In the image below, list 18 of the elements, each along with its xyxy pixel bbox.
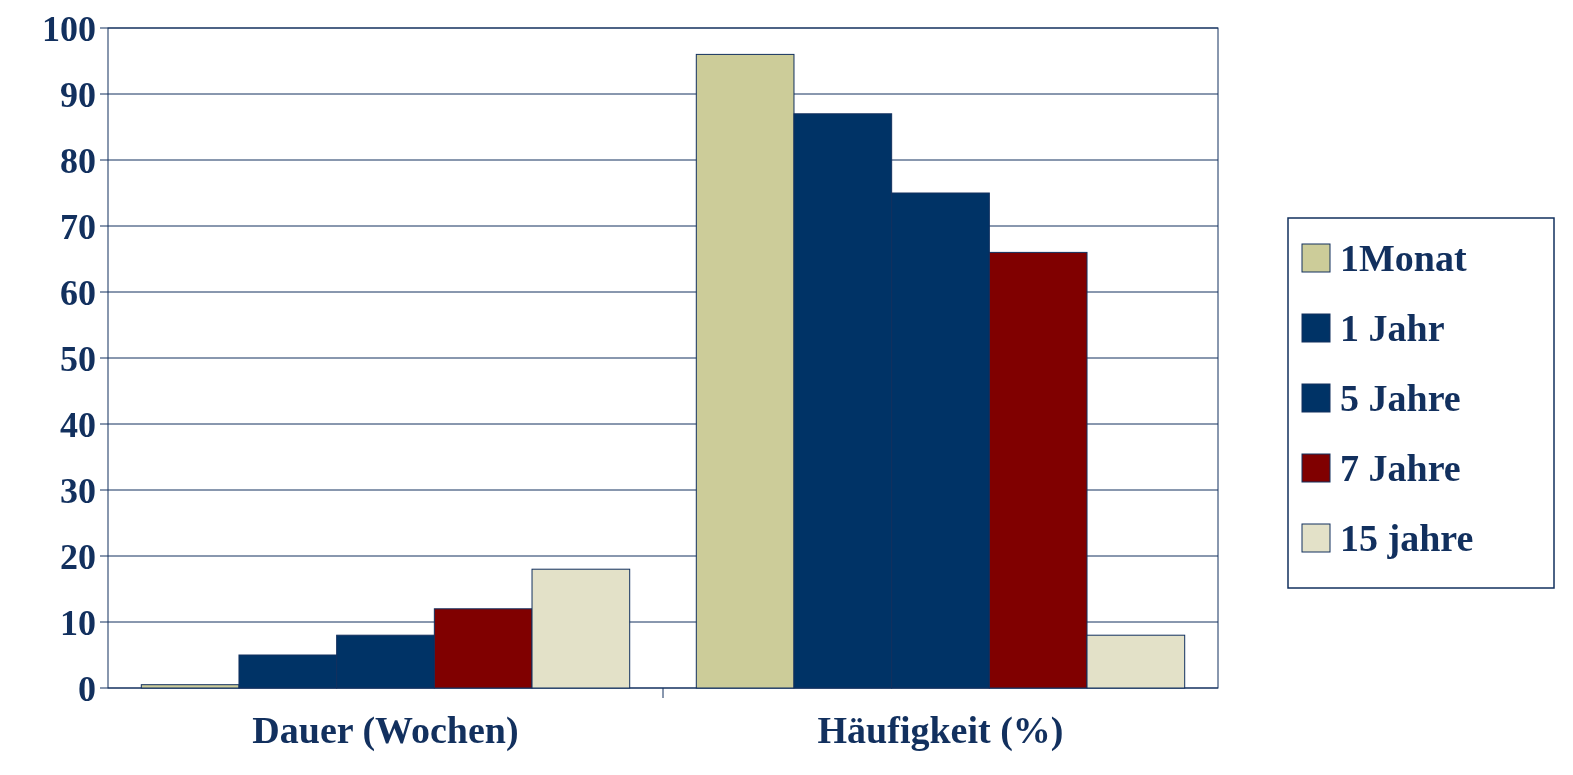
x-tick-label: Häufigkeit (%) xyxy=(817,709,1064,752)
y-tick-label: 20 xyxy=(60,536,96,577)
y-tick-label: 90 xyxy=(60,74,96,115)
y-tick-label: 50 xyxy=(60,338,96,379)
legend-label: 15 jahre xyxy=(1340,517,1474,560)
y-tick-label: 100 xyxy=(42,8,96,49)
y-tick-label: 70 xyxy=(60,206,96,247)
y-tick-label: 30 xyxy=(60,470,96,511)
legend-label: 7 Jahre xyxy=(1340,447,1461,490)
legend-label: 1Monat xyxy=(1340,237,1467,280)
legend-label: 5 Jahre xyxy=(1340,377,1461,420)
y-tick-label: 0 xyxy=(78,668,96,709)
y-tick-label: 60 xyxy=(60,272,96,313)
y-tick-label: 40 xyxy=(60,404,96,445)
x-tick-label: Dauer (Wochen) xyxy=(252,709,519,752)
y-tick-label: 80 xyxy=(60,140,96,181)
y-tick-label: 10 xyxy=(60,602,96,643)
legend-label: 1 Jahr xyxy=(1340,307,1445,350)
